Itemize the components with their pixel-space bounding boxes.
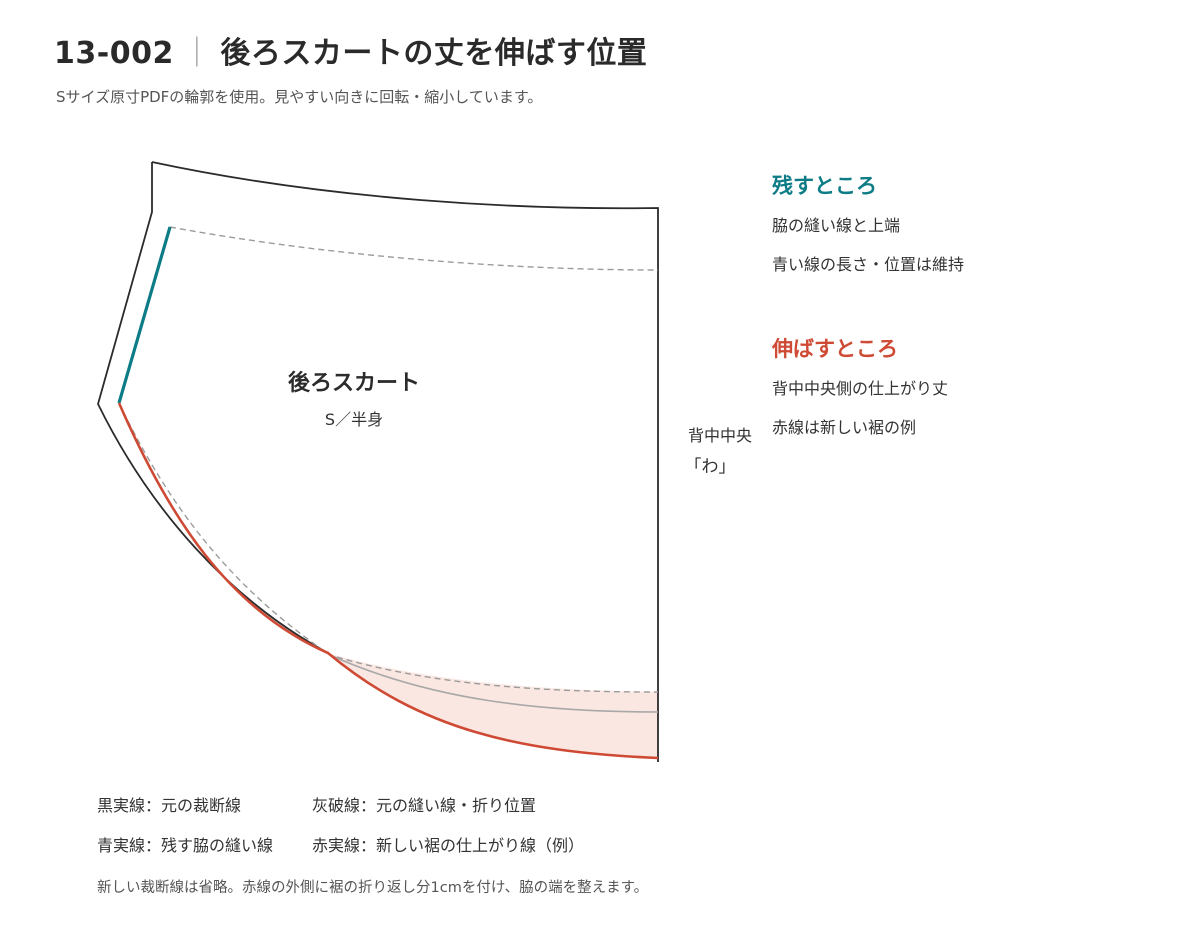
keep-line-1: 脇の縫い線と上端 <box>772 216 901 235</box>
piece-size-label: S／半身 <box>325 410 383 429</box>
pattern-title: 後ろスカートの丈を伸ばす位置 <box>220 36 648 71</box>
piece-name-label: 後ろスカート <box>288 370 420 396</box>
legend-red-line: 赤実線：新しい裾の仕上がり線（例） <box>312 836 585 855</box>
footnote: 新しい裁断線は省略。赤線の外側に裾の折り返し分1cmを付け、脇の端を整えます。 <box>97 880 649 896</box>
legend-grey-dashed-line: 灰破線：元の縫い線・折り位置 <box>312 796 537 815</box>
keep-line-2: 青い線の長さ・位置は維持 <box>772 255 965 274</box>
legend-row: 黒実線：元の裁断線 灰破線：元の縫い線・折り位置 <box>97 792 584 816</box>
kept-side-seam <box>117 226 172 404</box>
explanation-panel: 残すところ 脇の縫い線と上端 青い線の長さ・位置は維持 伸ばすところ 背中中央側… <box>772 170 1172 453</box>
original-hem-line <box>329 654 659 713</box>
fold-label: 「わ」 <box>685 457 736 477</box>
extend-line-1: 背中中央側の仕上がり丈 <box>772 379 949 398</box>
keep-heading: 残すところ <box>772 174 877 198</box>
legend-blue-line: 青実線：残す脇の縫い線 <box>97 836 274 855</box>
keep-section: 残すところ 脇の縫い線と上端 青い線の長さ・位置は維持 <box>772 170 1172 275</box>
original-seam-line-top <box>169 226 659 271</box>
pattern-code: 13-002 <box>54 36 174 71</box>
line-legend: 黒実線：元の裁断線 灰破線：元の縫い線・折り位置 青実線：残す脇の縫い線 赤実線：新… <box>97 792 584 872</box>
extend-line-2: 赤線は新しい裾の例 <box>772 418 917 437</box>
title-separator: ｜ <box>181 36 213 71</box>
extend-heading: 伸ばすところ <box>772 337 898 361</box>
new-hem-line <box>117 402 659 760</box>
page-title: 13-002 ｜後ろスカートの丈を伸ばす位置 <box>54 28 647 72</box>
original-cut-line <box>97 161 659 762</box>
center-back-label: 背中中央 <box>688 426 752 445</box>
legend-black-line: 黒実線：元の裁断線 <box>97 796 242 815</box>
extend-section: 伸ばすところ 背中中央側の仕上がり丈 赤線は新しい裾の例 <box>772 333 1172 438</box>
page-subtitle: Sサイズ原寸PDFの輪郭を使用。見やすい向きに回転・縮小しています。 <box>56 88 543 106</box>
legend-row: 青実線：残す脇の縫い線 赤実線：新しい裾の仕上がり線（例） <box>97 832 584 856</box>
extension-area <box>328 653 658 758</box>
